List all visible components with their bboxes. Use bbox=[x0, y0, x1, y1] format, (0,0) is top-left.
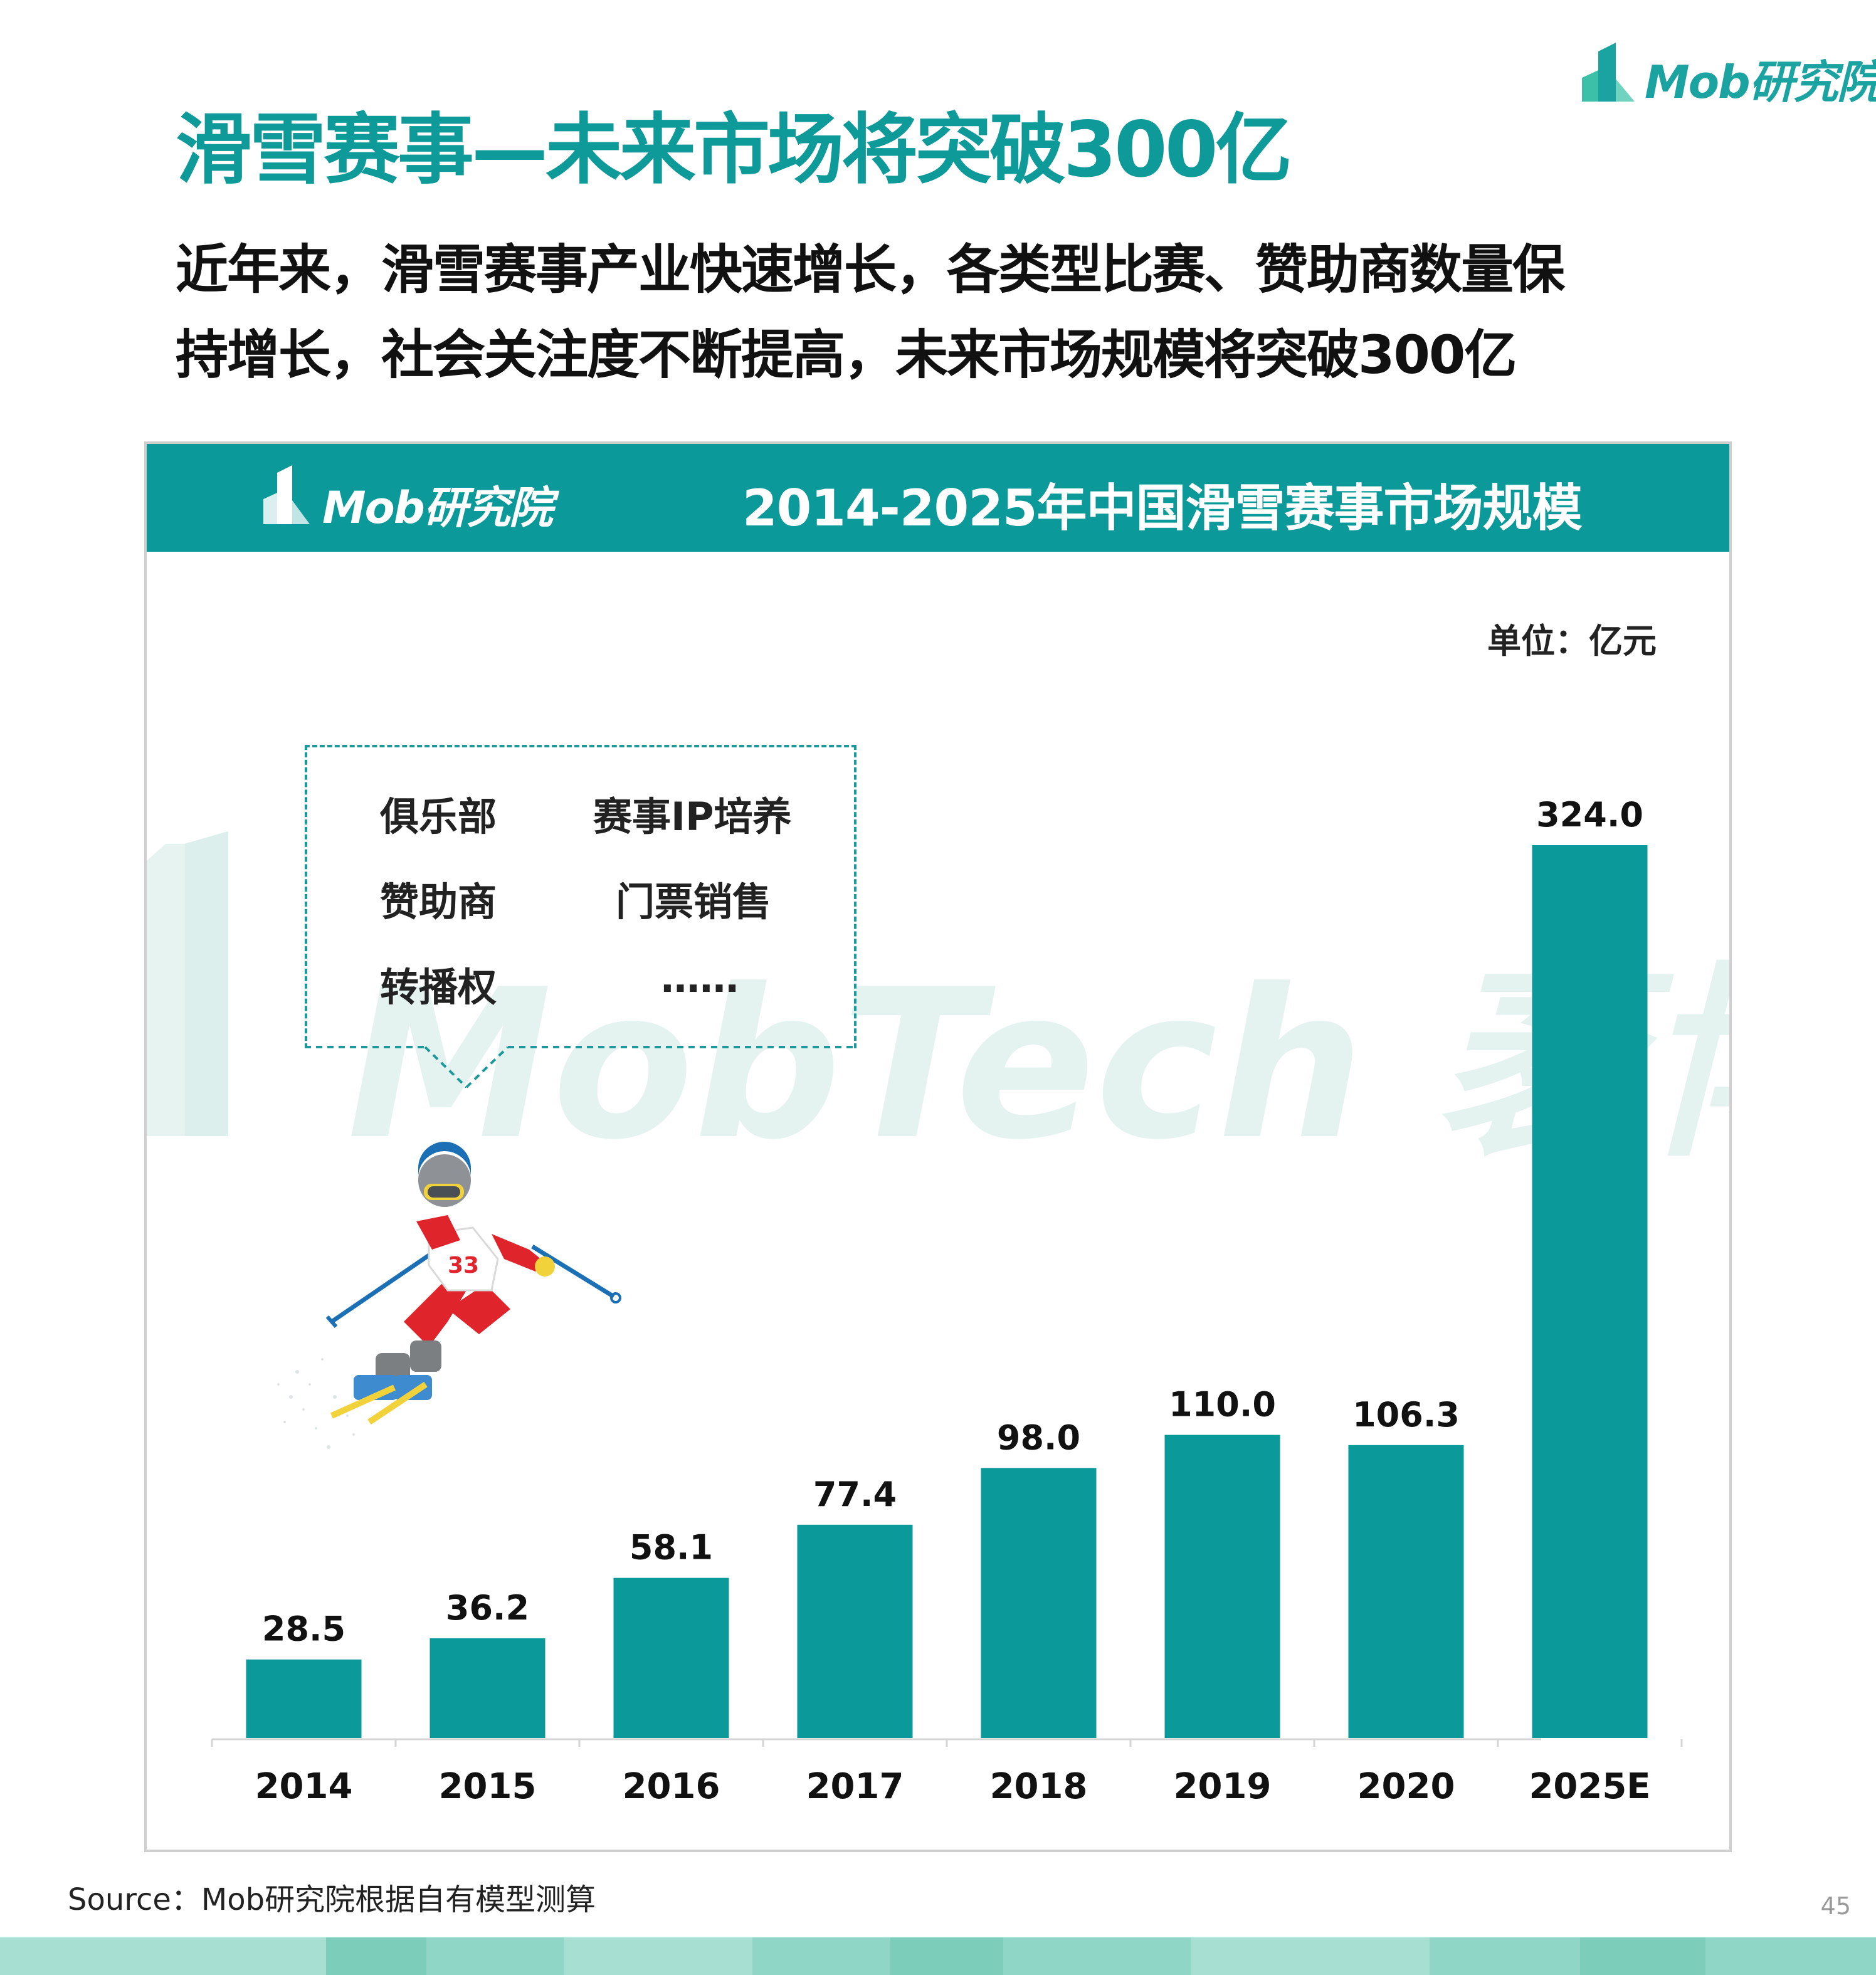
skier-illustration: 33 bbox=[277, 1142, 621, 1449]
value-label-2025E: 324.0 bbox=[1536, 795, 1643, 835]
value-label-2019: 110.0 bbox=[1169, 1385, 1276, 1425]
callout-box bbox=[305, 745, 856, 1048]
x-tick-label-2014: 2014 bbox=[255, 1766, 353, 1807]
mob-logo-icon bbox=[1582, 43, 1635, 102]
chart-header: Mob研究院 2014-2025年中国滑雪赛事市场规模 bbox=[147, 444, 1729, 552]
panel-logo-text: Mob研究院 bbox=[322, 482, 553, 534]
bar-2019 bbox=[1164, 1435, 1280, 1738]
value-label-2015: 36.2 bbox=[446, 1588, 529, 1628]
callout-item-club: 俱乐部 bbox=[380, 794, 497, 840]
page-title: 滑雪赛事—未来市场将突破300亿 bbox=[176, 105, 1292, 194]
x-tick-label-2025E: 2025E bbox=[1529, 1766, 1650, 1807]
page-subtitle: 近年来，滑雪赛事产业快速增长，各类型比赛、赞助商数量保 持增长，社会关注度不断提… bbox=[176, 227, 1731, 398]
footer-band bbox=[0, 1937, 1876, 1975]
subtitle-line-1: 近年来，滑雪赛事产业快速增长，各类型比赛、赞助商数量保 bbox=[176, 239, 1565, 300]
x-tick-label-2015: 2015 bbox=[439, 1766, 537, 1807]
bar-2017 bbox=[797, 1524, 913, 1738]
bar-2016 bbox=[613, 1577, 729, 1738]
subtitle-line-2: 持增长，社会关注度不断提高，未来市场规模将突破300亿 bbox=[176, 324, 1517, 386]
unit-label: 单位：亿元 bbox=[1487, 621, 1657, 661]
bar-2018 bbox=[981, 1468, 1097, 1738]
bar-2025E bbox=[1532, 845, 1648, 1738]
x-tick-label-2018: 2018 bbox=[990, 1766, 1088, 1807]
page-number: 45 bbox=[1820, 1892, 1851, 1920]
svg-text:33: 33 bbox=[448, 1253, 479, 1278]
source-note: Source：Mob研究院根据自有模型测算 bbox=[68, 1882, 596, 1917]
panel-logo: Mob研究院 bbox=[260, 458, 553, 534]
chart-panel: Mob研究院 2014-2025年中国滑雪赛事市场规模 MobTech 袤博 单… bbox=[144, 441, 1732, 1852]
callout-item-tickets: 门票销售 bbox=[616, 879, 772, 925]
callout-item-more: …… bbox=[661, 956, 739, 1001]
chart-title: 2014-2025年中国滑雪赛事市场规模 bbox=[742, 479, 1583, 537]
callout-item-ip: 赛事IP培养 bbox=[593, 794, 792, 840]
value-label-2018: 98.0 bbox=[997, 1418, 1080, 1457]
callout-pointer bbox=[305, 1046, 854, 1088]
x-tick-label-2020: 2020 bbox=[1357, 1766, 1455, 1807]
value-label-2020: 106.3 bbox=[1352, 1395, 1460, 1435]
bar-chart: 28.5 2014 36.2 2015 58.1 2016 77.4 2017 98.0 2018… bbox=[211, 795, 1683, 1807]
x-tick-label-2016: 2016 bbox=[623, 1766, 720, 1807]
mob-logo-text: Mob研究院 bbox=[1645, 56, 1876, 108]
bar-2014 bbox=[246, 1659, 362, 1738]
panel-logo-icon bbox=[263, 465, 310, 524]
bar-2020 bbox=[1348, 1445, 1464, 1738]
value-label-2014: 28.5 bbox=[262, 1609, 345, 1649]
x-tick-label-2017: 2017 bbox=[806, 1766, 904, 1807]
x-tick-label-2019: 2019 bbox=[1174, 1766, 1272, 1807]
callout-item-sponsor: 赞助商 bbox=[380, 879, 497, 925]
value-label-2017: 77.4 bbox=[813, 1475, 897, 1514]
callout-item-broadcast: 转播权 bbox=[380, 964, 497, 1010]
mob-logo: Mob研究院 bbox=[1577, 39, 1876, 108]
value-label-2016: 58.1 bbox=[630, 1528, 713, 1567]
bar-2015 bbox=[429, 1638, 545, 1738]
